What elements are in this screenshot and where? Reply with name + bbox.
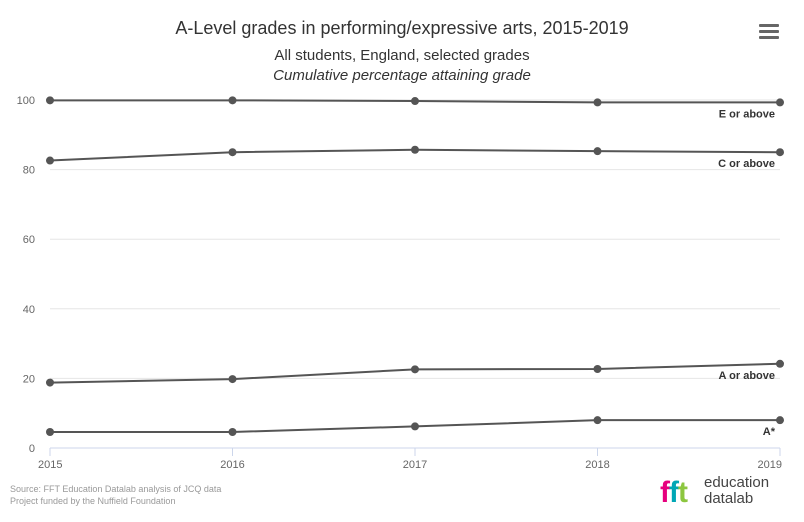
y-tick-label: 40 — [23, 304, 35, 316]
chart-subtitle-italic: Cumulative percentage attaining grade — [273, 67, 531, 84]
x-tick-label: 2019 — [758, 459, 782, 471]
logo-line-2: datalab — [704, 490, 754, 507]
data-point[interactable] — [593, 147, 602, 156]
series-label: A or above — [719, 370, 775, 382]
source-credit: Source: FFT Education Datalab analysis o… — [10, 484, 222, 494]
series-e-or-above: E or above — [46, 96, 784, 120]
data-point[interactable] — [46, 96, 54, 105]
data-point[interactable] — [228, 375, 237, 384]
y-tick-label: 60 — [23, 234, 35, 246]
data-point[interactable] — [593, 98, 602, 107]
data-point[interactable] — [46, 156, 54, 165]
x-tick-label: 2016 — [220, 459, 244, 471]
data-point[interactable] — [411, 97, 419, 106]
data-point[interactable] — [411, 422, 419, 431]
chart-series: E or above C or above A or above A* — [46, 96, 784, 438]
x-axis: 2015 2016 2017 2018 2019 — [38, 447, 782, 471]
series-label: E or above — [719, 108, 775, 120]
x-tick-label: 2018 — [585, 459, 609, 471]
data-point[interactable] — [411, 365, 419, 374]
chart-title: A-Level grades in performing/expressive … — [175, 18, 629, 38]
data-point[interactable] — [776, 416, 784, 425]
data-point[interactable] — [593, 365, 602, 374]
x-tick-label: 2015 — [38, 459, 62, 471]
data-point[interactable] — [228, 96, 237, 105]
series-label: A* — [763, 426, 776, 438]
series-c-or-above: C or above — [46, 145, 784, 170]
data-point[interactable] — [776, 98, 784, 107]
series-a: A* — [46, 416, 784, 438]
x-tick-label: 2017 — [403, 459, 427, 471]
data-point[interactable] — [228, 148, 237, 157]
fft-logo-mark: fft — [660, 476, 688, 509]
y-tick-label: 100 — [17, 95, 35, 107]
series-label: C or above — [718, 158, 775, 170]
data-point[interactable] — [593, 416, 602, 425]
data-point[interactable] — [411, 145, 419, 154]
data-point[interactable] — [228, 427, 237, 436]
y-tick-label: 80 — [23, 165, 35, 177]
y-tick-label: 0 — [29, 443, 35, 455]
data-point[interactable] — [776, 148, 784, 157]
logo-line-1: education — [704, 474, 770, 491]
y-tick-label: 20 — [23, 373, 35, 385]
series-a-or-above: A or above — [46, 359, 784, 387]
chart-credits: Source: FFT Education Datalab analysis o… — [10, 483, 221, 507]
y-axis: 0 20 40 60 80 100 — [17, 95, 35, 455]
data-point[interactable] — [46, 378, 54, 387]
chart-grid — [50, 99, 780, 379]
hamburger-menu-icon[interactable] — [759, 24, 779, 40]
data-point[interactable] — [776, 359, 784, 368]
funding-credit: Project funded by the Nuffield Foundatio… — [10, 496, 176, 506]
data-point[interactable] — [46, 427, 54, 436]
chart-subtitle: All students, England, selected grades — [274, 47, 530, 64]
